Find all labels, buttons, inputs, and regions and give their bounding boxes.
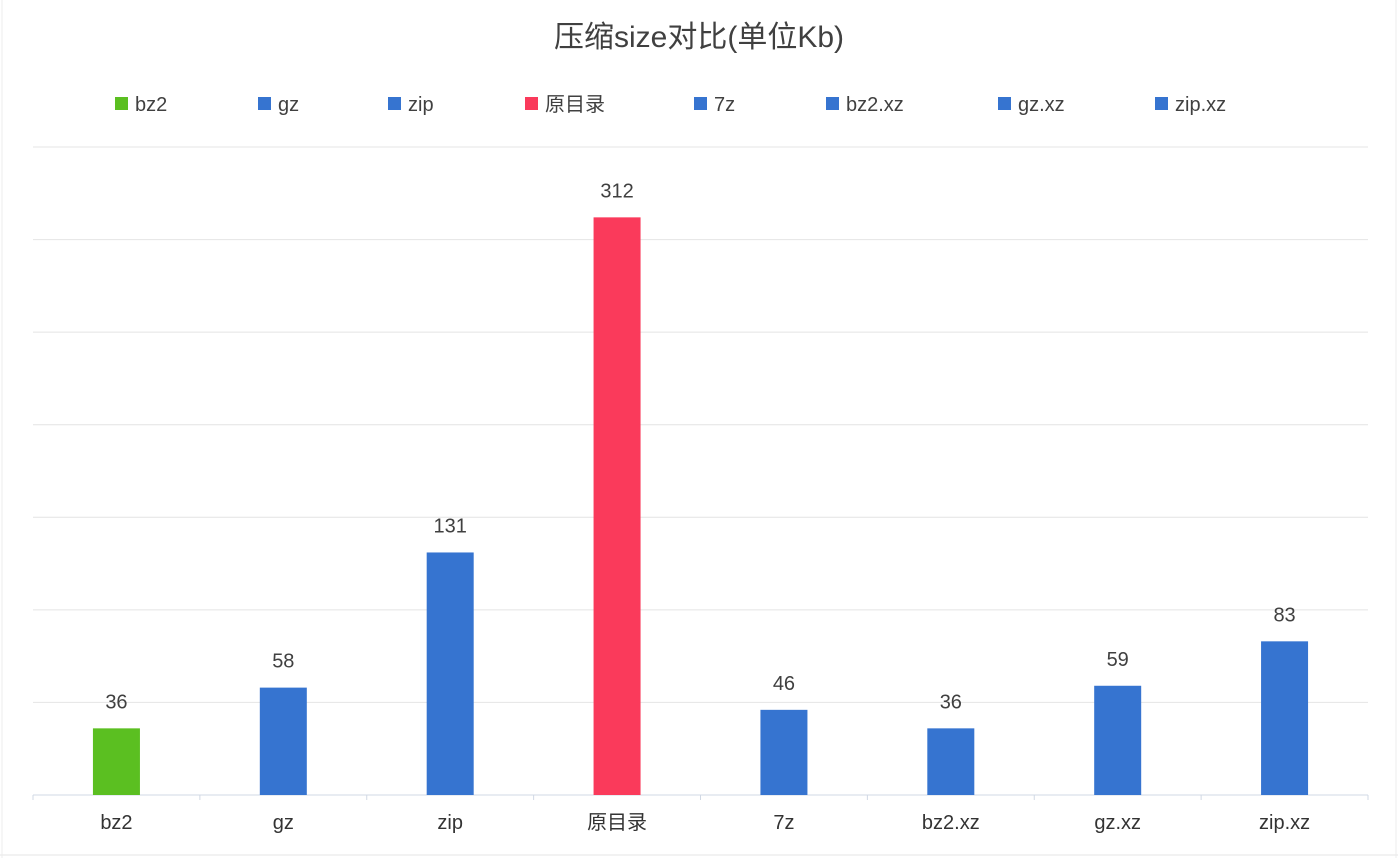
x-tick-label: 原目录 — [587, 812, 647, 834]
legend-label: gz — [278, 94, 299, 116]
data-label: 46 — [773, 673, 795, 695]
y-gridlines — [33, 146, 1368, 703]
bar-2 — [426, 552, 474, 795]
legend-label: gz.xz — [1018, 94, 1065, 116]
legend-label: 7z — [714, 94, 735, 116]
legend-swatch — [258, 97, 271, 110]
bars — [92, 217, 1309, 796]
chart-title: 压缩size对比(单位Kb) — [554, 21, 844, 54]
x-tick-label: bz2.xz — [922, 812, 980, 834]
legend-label: zip.xz — [1175, 94, 1226, 116]
legend-swatch — [1155, 97, 1168, 110]
legend-swatch — [998, 97, 1011, 110]
legend: bz2 gz zip 原目录 7z bz2.xz gz.xz zip.xz — [115, 94, 1226, 116]
x-tick-label: zip.xz — [1259, 812, 1310, 834]
x-axis — [32, 794, 1369, 800]
legend-swatch — [388, 97, 401, 110]
bar-6 — [1094, 685, 1142, 795]
bar-0 — [92, 728, 140, 795]
x-tick-label: gz.xz — [1094, 812, 1141, 834]
x-tick-label: bz2 — [100, 812, 132, 834]
data-label: 83 — [1273, 604, 1295, 626]
data-label: 58 — [272, 651, 294, 673]
data-label: 36 — [940, 691, 962, 713]
bar-4 — [760, 709, 808, 795]
legend-label: 原目录 — [545, 94, 605, 116]
legend-swatch — [694, 97, 707, 110]
bar-5 — [927, 728, 975, 795]
data-label: 59 — [1107, 649, 1129, 671]
legend-label: bz2.xz — [846, 94, 904, 116]
x-tick-label: zip — [437, 812, 463, 834]
bar-3 — [593, 217, 641, 796]
x-tick-labels: bz2 gz zip 原目录 7z bz2.xz gz.xz zip.xz — [100, 812, 1310, 834]
legend-swatch — [115, 97, 128, 110]
legend-swatch — [826, 97, 839, 110]
data-labels: 36 58 131 312 46 36 59 83 — [105, 180, 1295, 713]
data-label: 312 — [600, 180, 633, 202]
bar-7 — [1261, 641, 1309, 795]
data-label: 131 — [434, 515, 467, 537]
data-label: 36 — [105, 691, 127, 713]
legend-label: zip — [408, 94, 434, 116]
bar-1 — [259, 687, 307, 795]
legend-label: bz2 — [135, 94, 167, 116]
legend-swatch — [525, 97, 538, 110]
x-tick-label: gz — [273, 812, 294, 834]
x-tick-label: 7z — [773, 812, 794, 834]
